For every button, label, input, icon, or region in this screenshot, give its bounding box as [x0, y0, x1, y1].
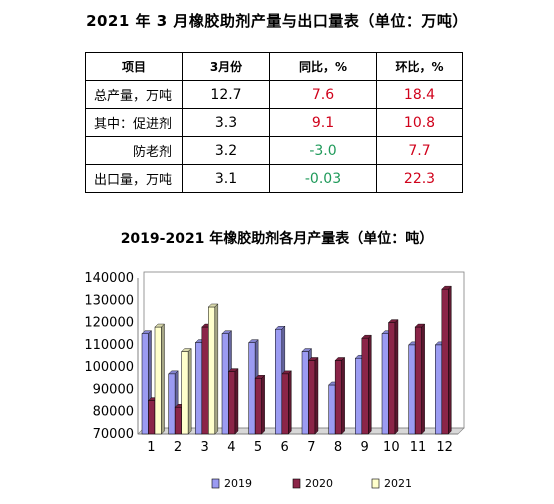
x-tick-label: 9	[361, 440, 369, 455]
legend-label-2021: 2021	[384, 477, 412, 490]
y-tick-label: 80000	[93, 405, 134, 420]
bar-side-2020	[448, 285, 452, 435]
bar-2019	[248, 342, 256, 435]
row-value: 3.2	[182, 136, 270, 165]
bar-side-2020	[341, 356, 345, 435]
bar-2019	[328, 384, 336, 435]
x-tick-label: 6	[281, 440, 289, 455]
bar-2020	[281, 373, 289, 435]
x-tick-label: 3	[201, 440, 209, 455]
bar-side-2021	[161, 323, 165, 435]
production-table: 项目 3月份 同比，% 环比，% 总产量，万吨 12.7 7.6 18.4 其中…	[85, 52, 463, 193]
y-tick-label: 90000	[93, 382, 134, 397]
table-row: 出口量，万吨 3.1 -0.03 22.3	[85, 164, 463, 193]
y-tick-label: 120000	[84, 316, 134, 331]
table-row: 防老剂 3.2 -3.0 7.7	[85, 136, 463, 165]
bar-2019	[141, 333, 149, 435]
legend-swatch-2019	[211, 478, 220, 489]
y-tick-label: 70000	[93, 427, 134, 442]
bar-2019	[168, 373, 176, 435]
y-tick-label: 100000	[84, 360, 134, 375]
bar-2019	[408, 344, 416, 435]
x-tick-label: 5	[254, 440, 262, 455]
row-mom: 22.3	[376, 164, 463, 193]
bar-side-2020	[261, 374, 265, 435]
x-tick-label: 10	[383, 440, 400, 455]
row-yoy: -0.03	[269, 164, 377, 193]
x-tick-label: 11	[410, 440, 427, 455]
x-tick-label: 2	[174, 440, 182, 455]
y-tick-label: 130000	[84, 293, 134, 308]
y-tick-label: 110000	[84, 338, 134, 353]
row-yoy: -3.0	[269, 136, 377, 165]
header-mom: 环比，%	[376, 52, 463, 81]
row-mom: 7.7	[376, 136, 463, 165]
bar-2019	[221, 333, 229, 435]
table-header-row: 项目 3月份 同比，% 环比，%	[85, 52, 463, 81]
bar-2020	[414, 326, 422, 435]
bar-2020	[174, 407, 182, 435]
bar-side-2021	[214, 303, 219, 435]
header-march: 3月份	[182, 52, 270, 81]
row-value: 12.7	[182, 80, 270, 109]
bar-side-2021	[187, 348, 192, 435]
bar-2020	[441, 288, 449, 435]
bar-side-2020	[314, 356, 319, 435]
bar-2021	[208, 306, 216, 435]
bar-2019	[195, 342, 203, 435]
bar-side-2020	[234, 368, 239, 435]
x-tick-label: 7	[307, 440, 315, 455]
bar-2020	[308, 360, 316, 435]
bar-side-2020	[368, 334, 372, 435]
bar-side-2020	[421, 323, 425, 435]
chart-title: 2019-2021 年橡胶助剂各月产量表（单位：吨）	[120, 231, 434, 247]
bar-2020	[388, 322, 396, 435]
row-yoy: 9.1	[269, 108, 377, 137]
bar-side-2020	[394, 319, 399, 435]
bar-2021	[181, 351, 189, 435]
bar-2019	[381, 333, 389, 435]
row-label: 防老剂	[85, 136, 183, 165]
header-yoy: 同比，%	[269, 52, 377, 81]
y-tick-label: 140000	[84, 271, 134, 286]
row-label: 总产量，万吨	[85, 80, 183, 109]
bar-2020	[334, 360, 342, 435]
bar-2020	[228, 371, 236, 435]
bar-2020	[361, 337, 369, 435]
bar-2019	[355, 357, 363, 435]
row-value: 3.3	[182, 108, 270, 137]
bar-2019	[301, 351, 309, 435]
bar-2021	[154, 326, 162, 435]
x-tick-label: 4	[227, 440, 235, 455]
bar-2020	[254, 378, 262, 435]
bar-2019	[435, 344, 443, 435]
bar-2020	[148, 400, 156, 435]
legend-swatch-2021	[371, 478, 380, 489]
bar-2019	[275, 329, 283, 435]
row-value: 3.1	[182, 164, 270, 193]
table-row: 其中：促进剂 3.3 9.1 10.8	[85, 108, 463, 137]
x-tick-label: 1	[147, 440, 155, 455]
row-label: 其中：促进剂	[85, 108, 183, 137]
row-mom: 10.8	[376, 108, 463, 137]
bar-2020	[201, 326, 209, 435]
legend-swatch-2020	[292, 478, 301, 489]
x-tick-label: 12	[436, 440, 453, 455]
legend-label-2020: 2020	[305, 477, 333, 490]
row-yoy: 7.6	[269, 80, 377, 109]
legend-label-2019: 2019	[224, 477, 252, 490]
header-item: 项目	[85, 52, 183, 81]
table-title: 2021 年 3 月橡胶助剂产量与出口量表（单位：万吨）	[86, 12, 468, 30]
table-row: 总产量，万吨 12.7 7.6 18.4	[85, 80, 463, 109]
bar-side-2020	[288, 370, 292, 435]
x-tick-label: 8	[334, 440, 342, 455]
row-mom: 18.4	[376, 80, 463, 109]
row-label: 出口量，万吨	[85, 164, 183, 193]
monthly-production-chart: 70000 80000 90000 100000 110000 120000 130000 1…	[84, 271, 465, 490]
